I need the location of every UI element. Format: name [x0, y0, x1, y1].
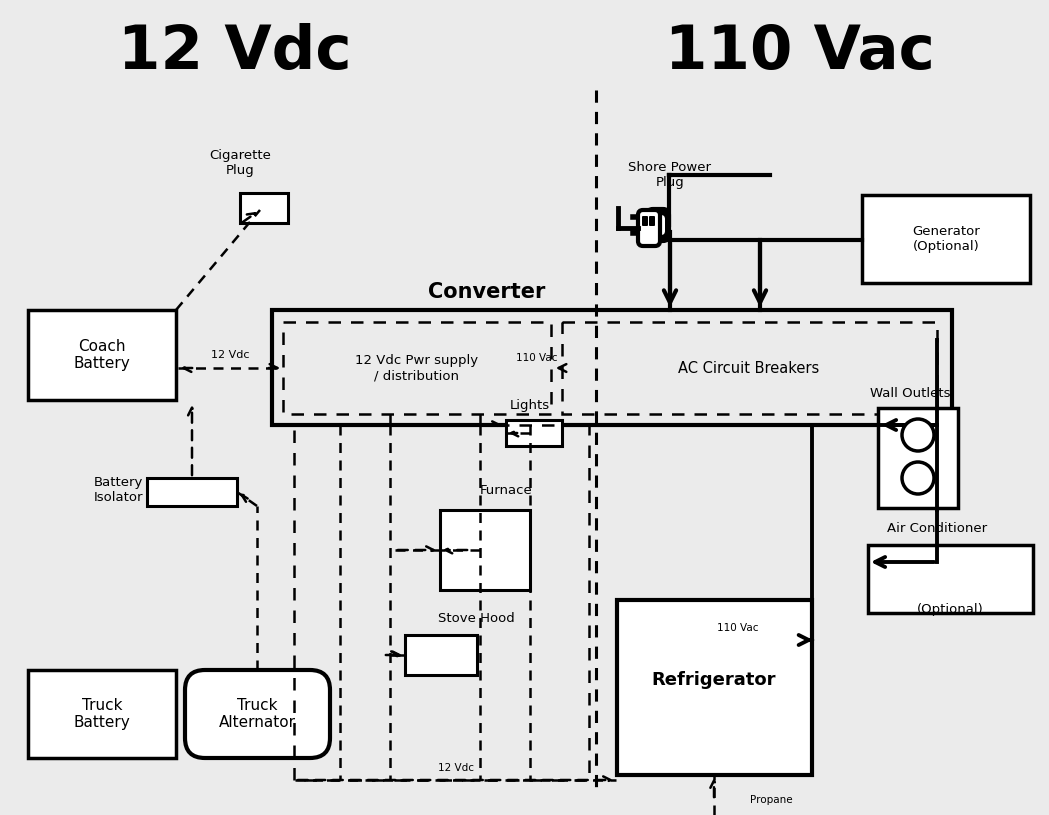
Text: Generator
(Optional): Generator (Optional)	[913, 225, 980, 253]
Bar	[405, 635, 477, 675]
Text: Truck
Alternator: Truck Alternator	[218, 698, 296, 730]
Bar	[147, 478, 237, 506]
Text: Lights: Lights	[510, 399, 550, 412]
Text: Furnace: Furnace	[479, 483, 533, 496]
Bar	[28, 670, 176, 758]
Text: 110 Vac: 110 Vac	[665, 23, 935, 82]
Bar	[272, 310, 952, 425]
Text: 110 Vac: 110 Vac	[516, 353, 558, 363]
Text: Truck
Battery: Truck Battery	[73, 698, 130, 730]
Text: Converter: Converter	[428, 282, 545, 302]
Text: Cigarette
Plug: Cigarette Plug	[209, 149, 271, 177]
Bar	[868, 545, 1033, 613]
FancyBboxPatch shape	[638, 210, 660, 246]
Text: 12 Vdc: 12 Vdc	[119, 23, 351, 82]
Text: Coach
Battery: Coach Battery	[73, 339, 130, 371]
Bar	[440, 510, 530, 590]
FancyBboxPatch shape	[185, 670, 330, 758]
Text: Battery
Isolator: Battery Isolator	[93, 476, 143, 504]
Text: Shore Power
Plug: Shore Power Plug	[628, 161, 711, 189]
Text: (Optional): (Optional)	[917, 603, 983, 616]
FancyBboxPatch shape	[651, 215, 665, 235]
Bar	[562, 322, 937, 414]
Text: Wall Outlets: Wall Outlets	[870, 386, 950, 399]
Text: 110 Vac: 110 Vac	[718, 623, 758, 633]
FancyBboxPatch shape	[649, 216, 655, 226]
Text: 12 Vdc Pwr supply
/ distribution: 12 Vdc Pwr supply / distribution	[356, 354, 478, 382]
Bar	[506, 420, 562, 446]
Bar	[28, 310, 176, 400]
Text: Propane: Propane	[750, 795, 793, 805]
Bar	[617, 600, 812, 775]
Circle shape	[902, 462, 934, 494]
Bar	[240, 193, 288, 223]
FancyBboxPatch shape	[647, 209, 669, 241]
Text: 12 Vdc: 12 Vdc	[211, 350, 250, 360]
Text: Air Conditioner: Air Conditioner	[887, 522, 987, 535]
Bar	[862, 195, 1030, 283]
Bar	[878, 408, 958, 508]
Bar	[294, 425, 588, 780]
Text: Refrigerator: Refrigerator	[651, 671, 776, 689]
FancyBboxPatch shape	[642, 216, 648, 226]
Text: 12 Vdc: 12 Vdc	[438, 763, 474, 773]
Text: Stove Hood: Stove Hood	[437, 611, 514, 624]
Circle shape	[902, 419, 934, 451]
Text: AC Circuit Breakers: AC Circuit Breakers	[679, 360, 819, 376]
Bar	[283, 322, 551, 414]
